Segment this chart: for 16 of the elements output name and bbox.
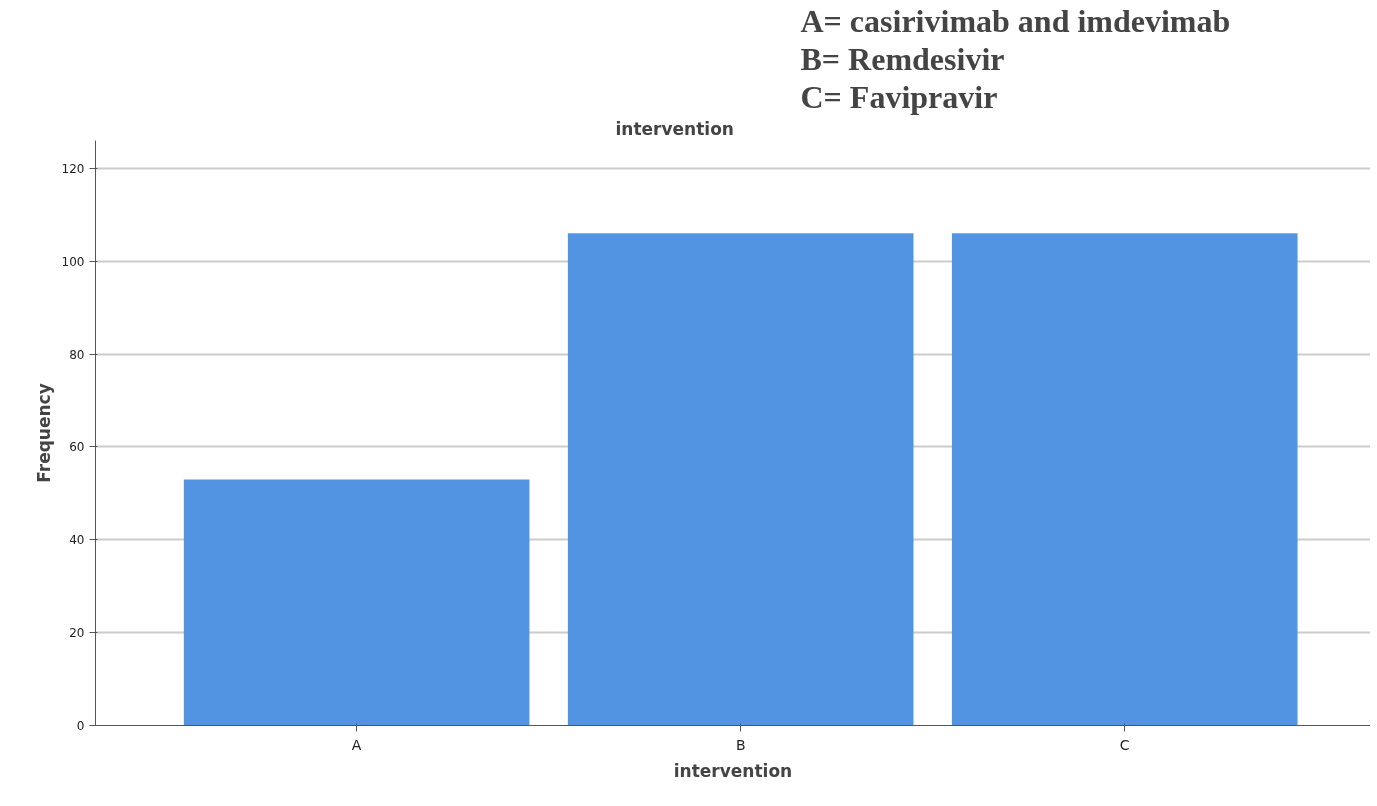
y-tick-label: 0 [76, 719, 85, 733]
text: C= Favipravir [800, 78, 998, 115]
y-tick-label: 60 [69, 440, 85, 455]
x-tick-label: C [1119, 736, 1130, 753]
y-tick-label: 120 [61, 161, 85, 176]
y-tick-label: 20 [69, 626, 85, 641]
x-tick-label: B [735, 736, 746, 753]
text: A= casirivimab and imdevimab [800, 2, 1231, 39]
x-tick-label: A [351, 736, 362, 753]
y-tick-label: 100 [61, 254, 85, 269]
y-axis-title: Frequency [33, 383, 54, 483]
y-tick-label: 80 [69, 347, 85, 362]
chart-title: intervention [615, 118, 734, 139]
text: B= Remdesivir [800, 40, 1005, 77]
y-tick-label: 40 [69, 533, 85, 548]
x-axis-title: intervention [673, 760, 793, 781]
